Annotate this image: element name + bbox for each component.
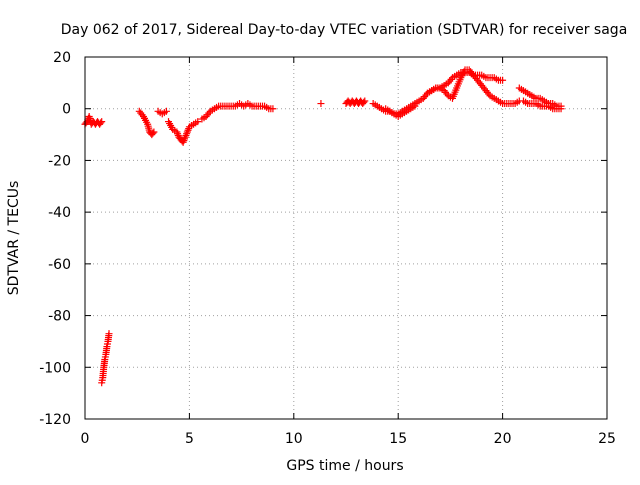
plot-frame	[84, 56, 608, 420]
data-point	[485, 90, 493, 98]
data-point	[557, 105, 565, 113]
y-tick-label: -100	[39, 360, 71, 376]
data-point	[183, 130, 191, 138]
data-series-sdtvar	[81, 66, 565, 387]
data-point	[184, 126, 192, 134]
data-point	[411, 102, 419, 110]
data-point	[149, 129, 157, 137]
data-point	[179, 138, 187, 146]
y-tick-label: -20	[48, 153, 71, 169]
x-tick-label: 5	[185, 431, 194, 447]
data-point	[173, 128, 181, 136]
data-point	[181, 133, 189, 141]
x-tick-label: 0	[81, 431, 90, 447]
x-tick-label: 10	[285, 431, 303, 447]
data-point	[183, 128, 191, 136]
data-point	[205, 109, 213, 117]
y-tick-label: -120	[39, 412, 71, 428]
data-point	[174, 130, 182, 138]
y-tick-label: 20	[53, 50, 71, 66]
data-point	[150, 128, 158, 136]
data-point	[447, 75, 455, 83]
x-tick-label: 25	[598, 431, 616, 447]
y-axis-label: SDTVAR / TECUs	[6, 181, 22, 296]
x-tick-label: 20	[494, 431, 512, 447]
data-point	[180, 137, 188, 145]
axis-ticks: 0 5 10 15 20 25 -120 -100 -80 -60 -40 -20 0 20	[39, 50, 616, 447]
data-point	[361, 97, 369, 105]
data-point	[360, 98, 368, 106]
data-point	[499, 76, 507, 84]
y-tick-label: 0	[62, 102, 71, 118]
x-axis-label: GPS time / hours	[286, 458, 403, 474]
data-point	[138, 111, 146, 119]
data-point	[182, 131, 190, 139]
data-point	[162, 107, 170, 115]
data-point	[269, 105, 277, 113]
y-tick-label: -40	[48, 205, 71, 221]
data-point	[317, 100, 325, 108]
y-tick-label: -60	[48, 257, 71, 273]
grid-lines	[85, 57, 607, 419]
data-point	[422, 91, 430, 99]
data-point	[443, 90, 451, 98]
chart-title: Day 062 of 2017, Sidereal Day-to-day VTE…	[61, 22, 628, 38]
y-tick-label: -80	[48, 309, 71, 325]
data-point	[105, 330, 113, 338]
data-point	[97, 119, 105, 127]
data-point	[98, 118, 106, 126]
x-tick-label: 15	[389, 431, 407, 447]
data-point	[194, 118, 202, 126]
data-point	[181, 135, 189, 143]
